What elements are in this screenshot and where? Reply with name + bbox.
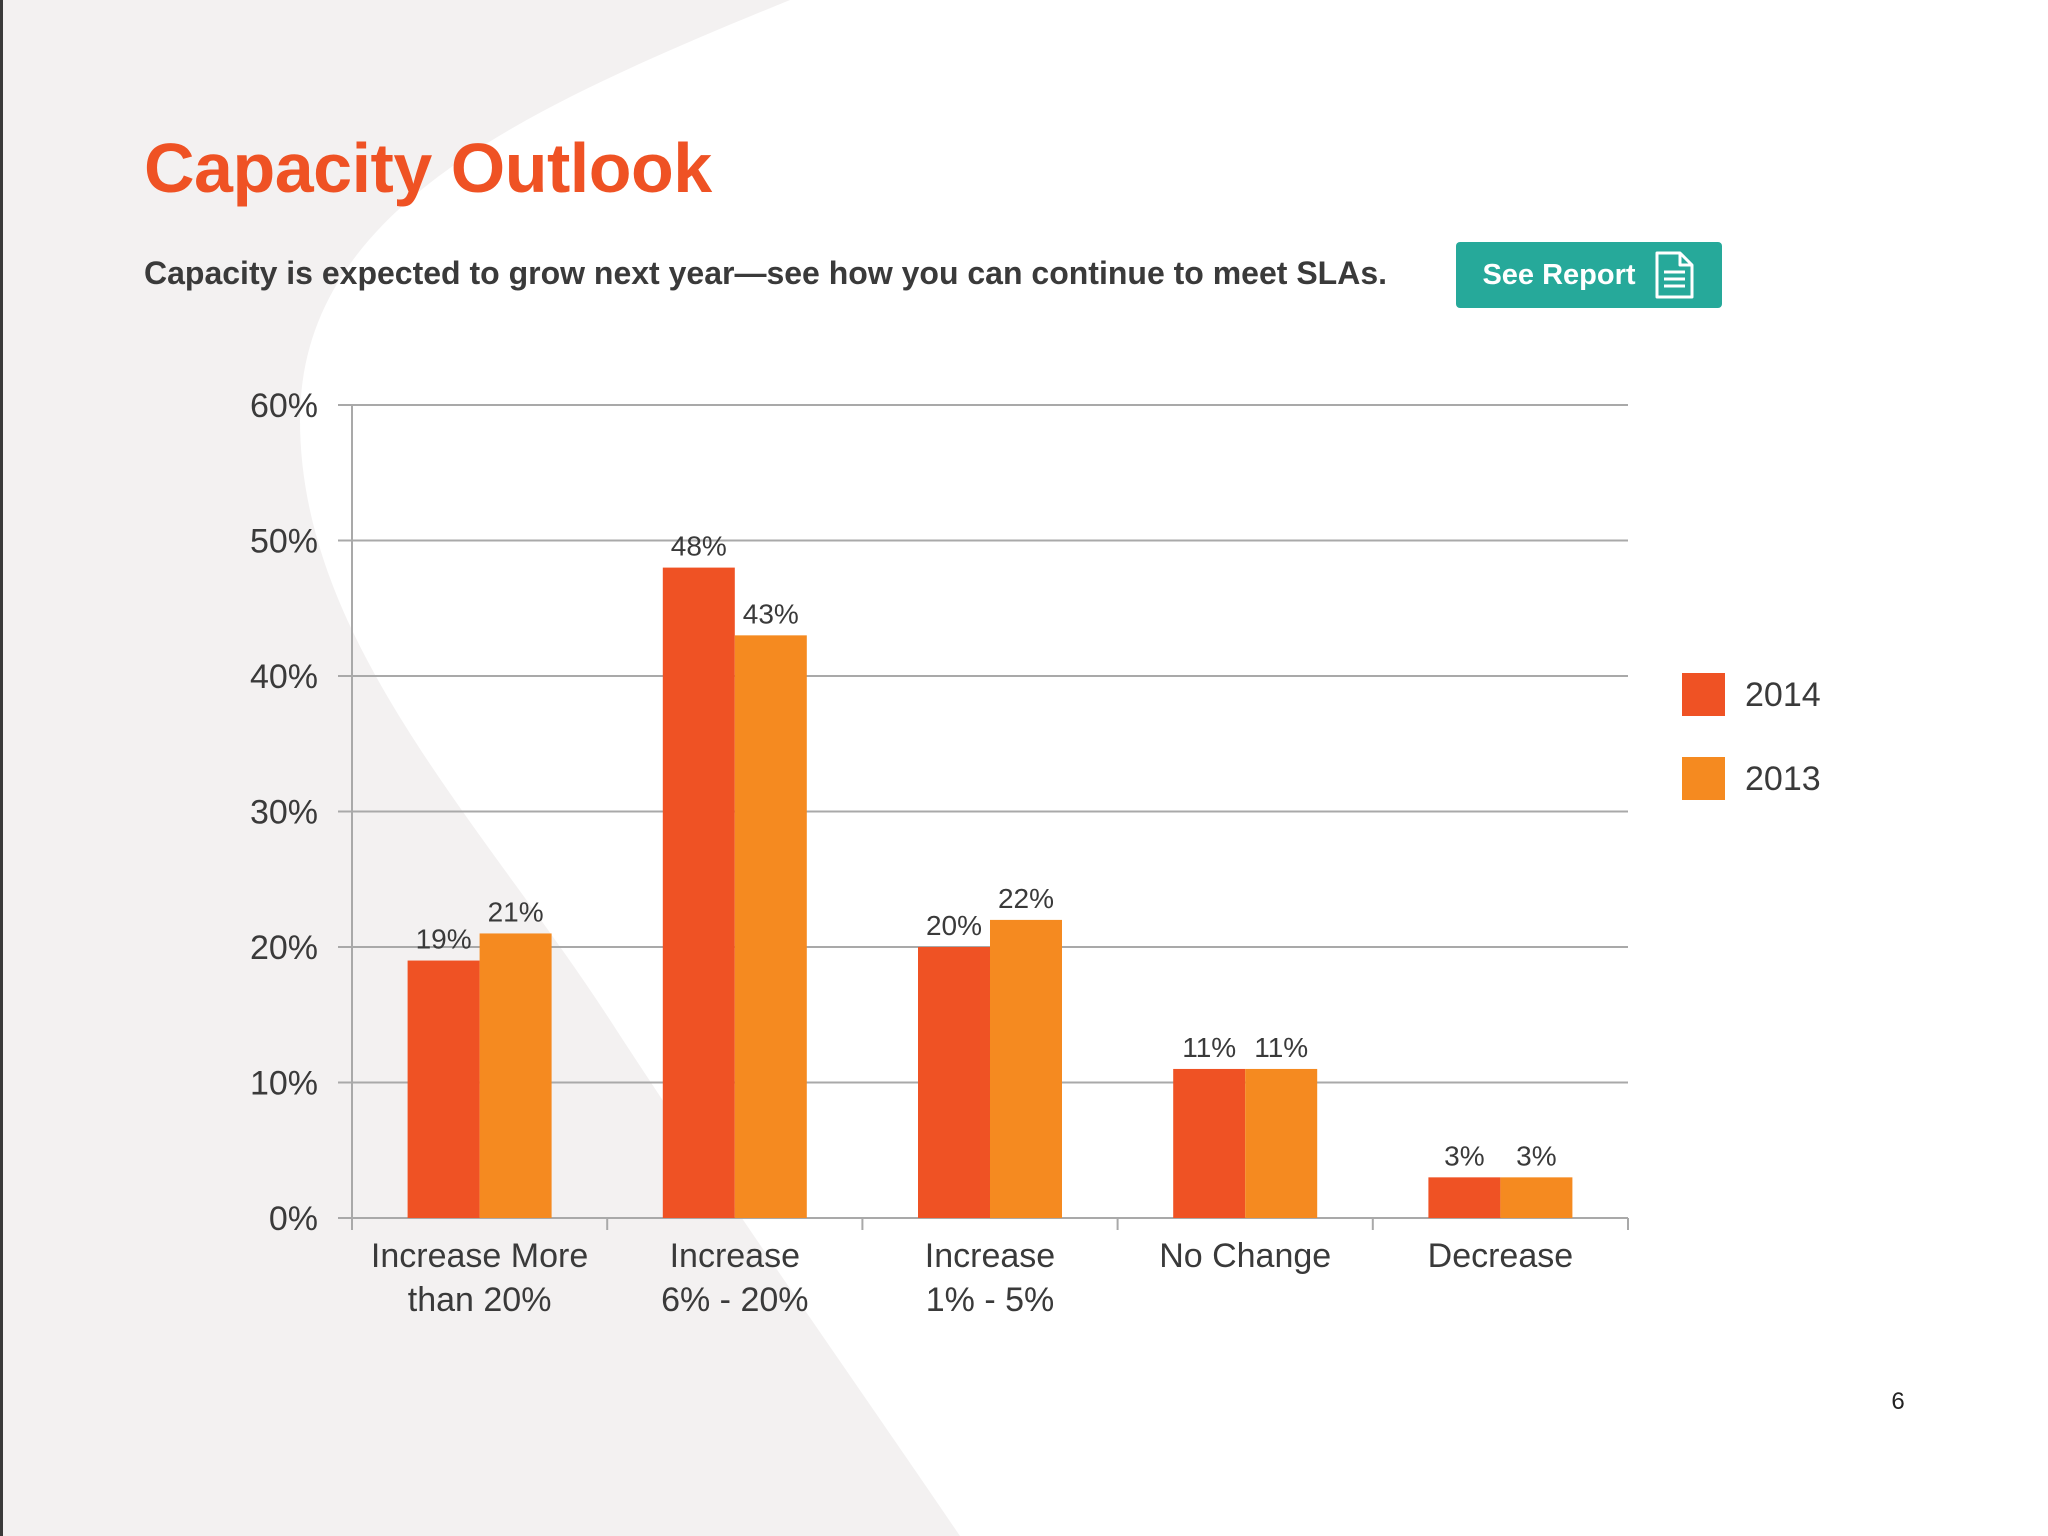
data-label-2014: 19% (416, 924, 472, 955)
y-tick-label: 30% (250, 794, 318, 832)
bar-2014 (1428, 1177, 1501, 1218)
data-label-2014: 3% (1444, 1140, 1484, 1171)
x-category-label: 6% - 20% (661, 1281, 808, 1319)
bar-2014 (662, 567, 735, 1218)
grid-lines (352, 404, 1628, 1084)
y-tick-label: 20% (250, 929, 318, 967)
x-category-label: Decrease (1428, 1237, 1574, 1275)
data-labels: 19% 21% 48% 43% 20% 22% 11% 11% 3% 3% (416, 531, 1557, 1172)
page-subtitle: Capacity is expected to grow next year—s… (144, 255, 1387, 291)
legend-label-2014: 2014 (1745, 676, 1821, 714)
bar-2013 (479, 933, 552, 1218)
x-category-label: No Change (1159, 1237, 1331, 1275)
data-label-2013: 11% (1254, 1032, 1308, 1063)
bar-2013 (990, 919, 1062, 1218)
data-label-2014: 48% (671, 531, 727, 562)
page-number: 6 (1891, 1388, 1905, 1415)
y-tick-label: 40% (250, 658, 318, 696)
data-label-2014: 11% (1182, 1032, 1236, 1063)
x-category-label: Increase (925, 1237, 1055, 1275)
y-tick-label: 10% (250, 1065, 318, 1103)
axes: 0% 10% 20% 30% 40% 50% 60% Increase More than 20… (250, 387, 1629, 1319)
bar-2014 (1173, 1068, 1246, 1218)
bar-2014 (918, 947, 990, 1218)
data-label-2013: 43% (743, 598, 799, 629)
page-title: Capacity Outlook (144, 129, 712, 207)
legend-swatch-2013 (1682, 757, 1725, 800)
bar-2013 (734, 635, 807, 1218)
data-label-2013: 22% (998, 883, 1054, 914)
legend: 2014 2013 (1682, 673, 1821, 800)
left-edge-line (0, 0, 3, 1536)
bar-2013 (1500, 1177, 1573, 1218)
x-category-label: 1% - 5% (926, 1281, 1055, 1319)
y-tick-label: 0% (269, 1200, 318, 1238)
document-icon (1652, 250, 1696, 300)
y-tick-label: 60% (250, 387, 318, 425)
bars (407, 567, 1573, 1218)
data-label-2013: 3% (1516, 1140, 1556, 1171)
see-report-label: See Report (1482, 258, 1636, 291)
x-category-label: than 20% (408, 1281, 552, 1319)
data-label-2013: 21% (488, 896, 544, 927)
bar-2014 (407, 960, 480, 1218)
legend-label-2013: 2013 (1745, 760, 1821, 798)
see-report-button[interactable]: See Report (1456, 242, 1722, 308)
x-category-label: Increase More (371, 1237, 588, 1275)
bar-2013 (1245, 1068, 1318, 1218)
y-tick-label: 50% (250, 523, 318, 561)
x-category-label: Increase (670, 1237, 800, 1275)
legend-swatch-2014 (1682, 673, 1725, 716)
data-label-2014: 20% (926, 910, 982, 941)
